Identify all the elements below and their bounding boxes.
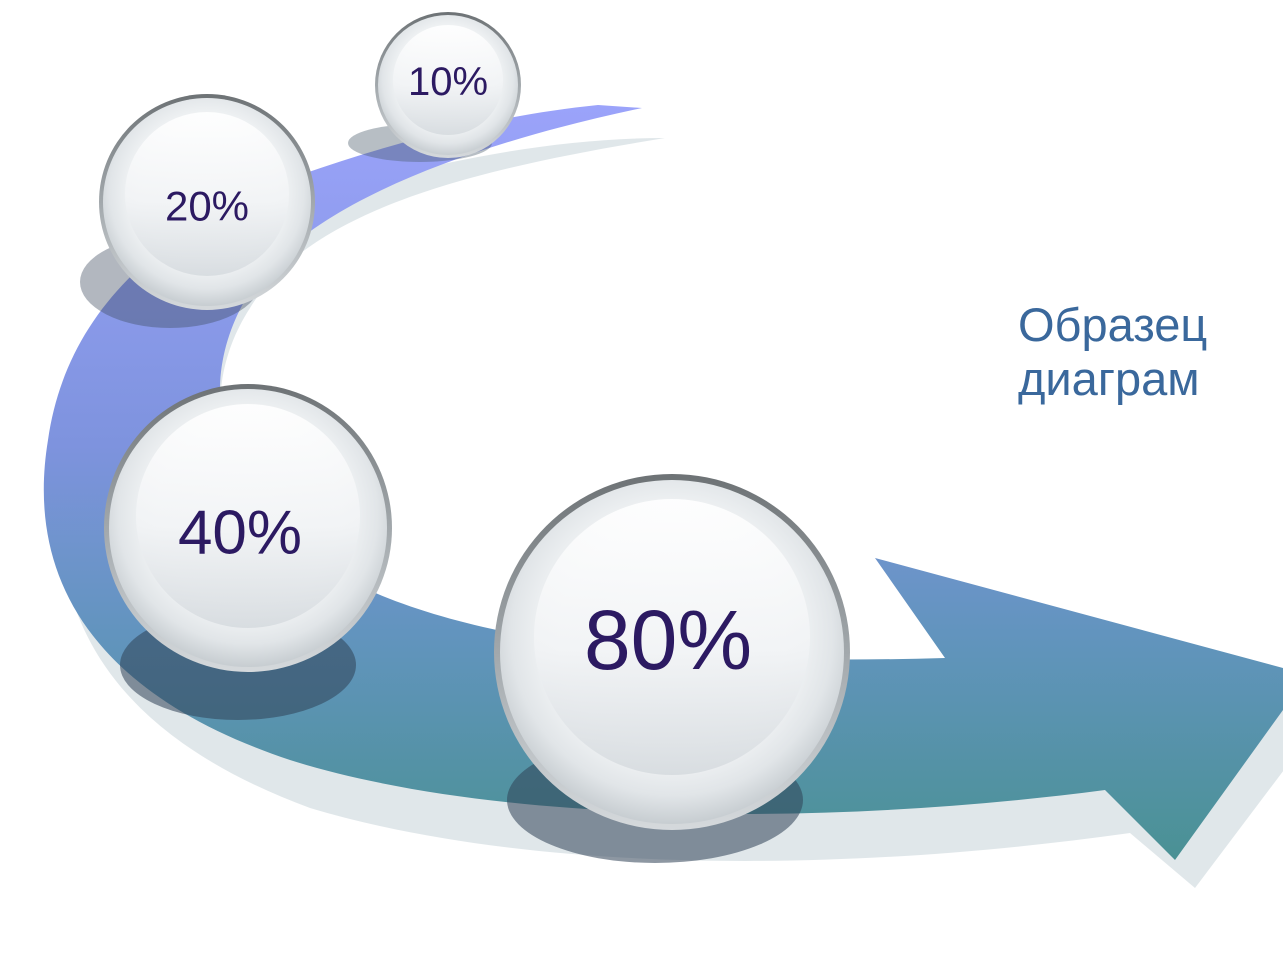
bubble-label-40: 40% bbox=[178, 499, 302, 568]
bubble-label-80: 80% bbox=[584, 593, 752, 687]
bubble-40-percent: 40% bbox=[104, 384, 392, 672]
bubble-80-percent: 80% bbox=[494, 474, 850, 830]
caption-line-2: диаграм bbox=[1018, 352, 1200, 406]
bubble-label-20: 20% bbox=[165, 183, 249, 230]
bubble-10-percent: 10% bbox=[375, 12, 521, 158]
caption-line-1: Образец bbox=[1018, 298, 1208, 351]
diagram-caption: Образец диаграм bbox=[1018, 298, 1283, 406]
bubble-20-percent: 20% bbox=[99, 94, 315, 310]
bubble-label-10: 10% bbox=[408, 60, 488, 104]
